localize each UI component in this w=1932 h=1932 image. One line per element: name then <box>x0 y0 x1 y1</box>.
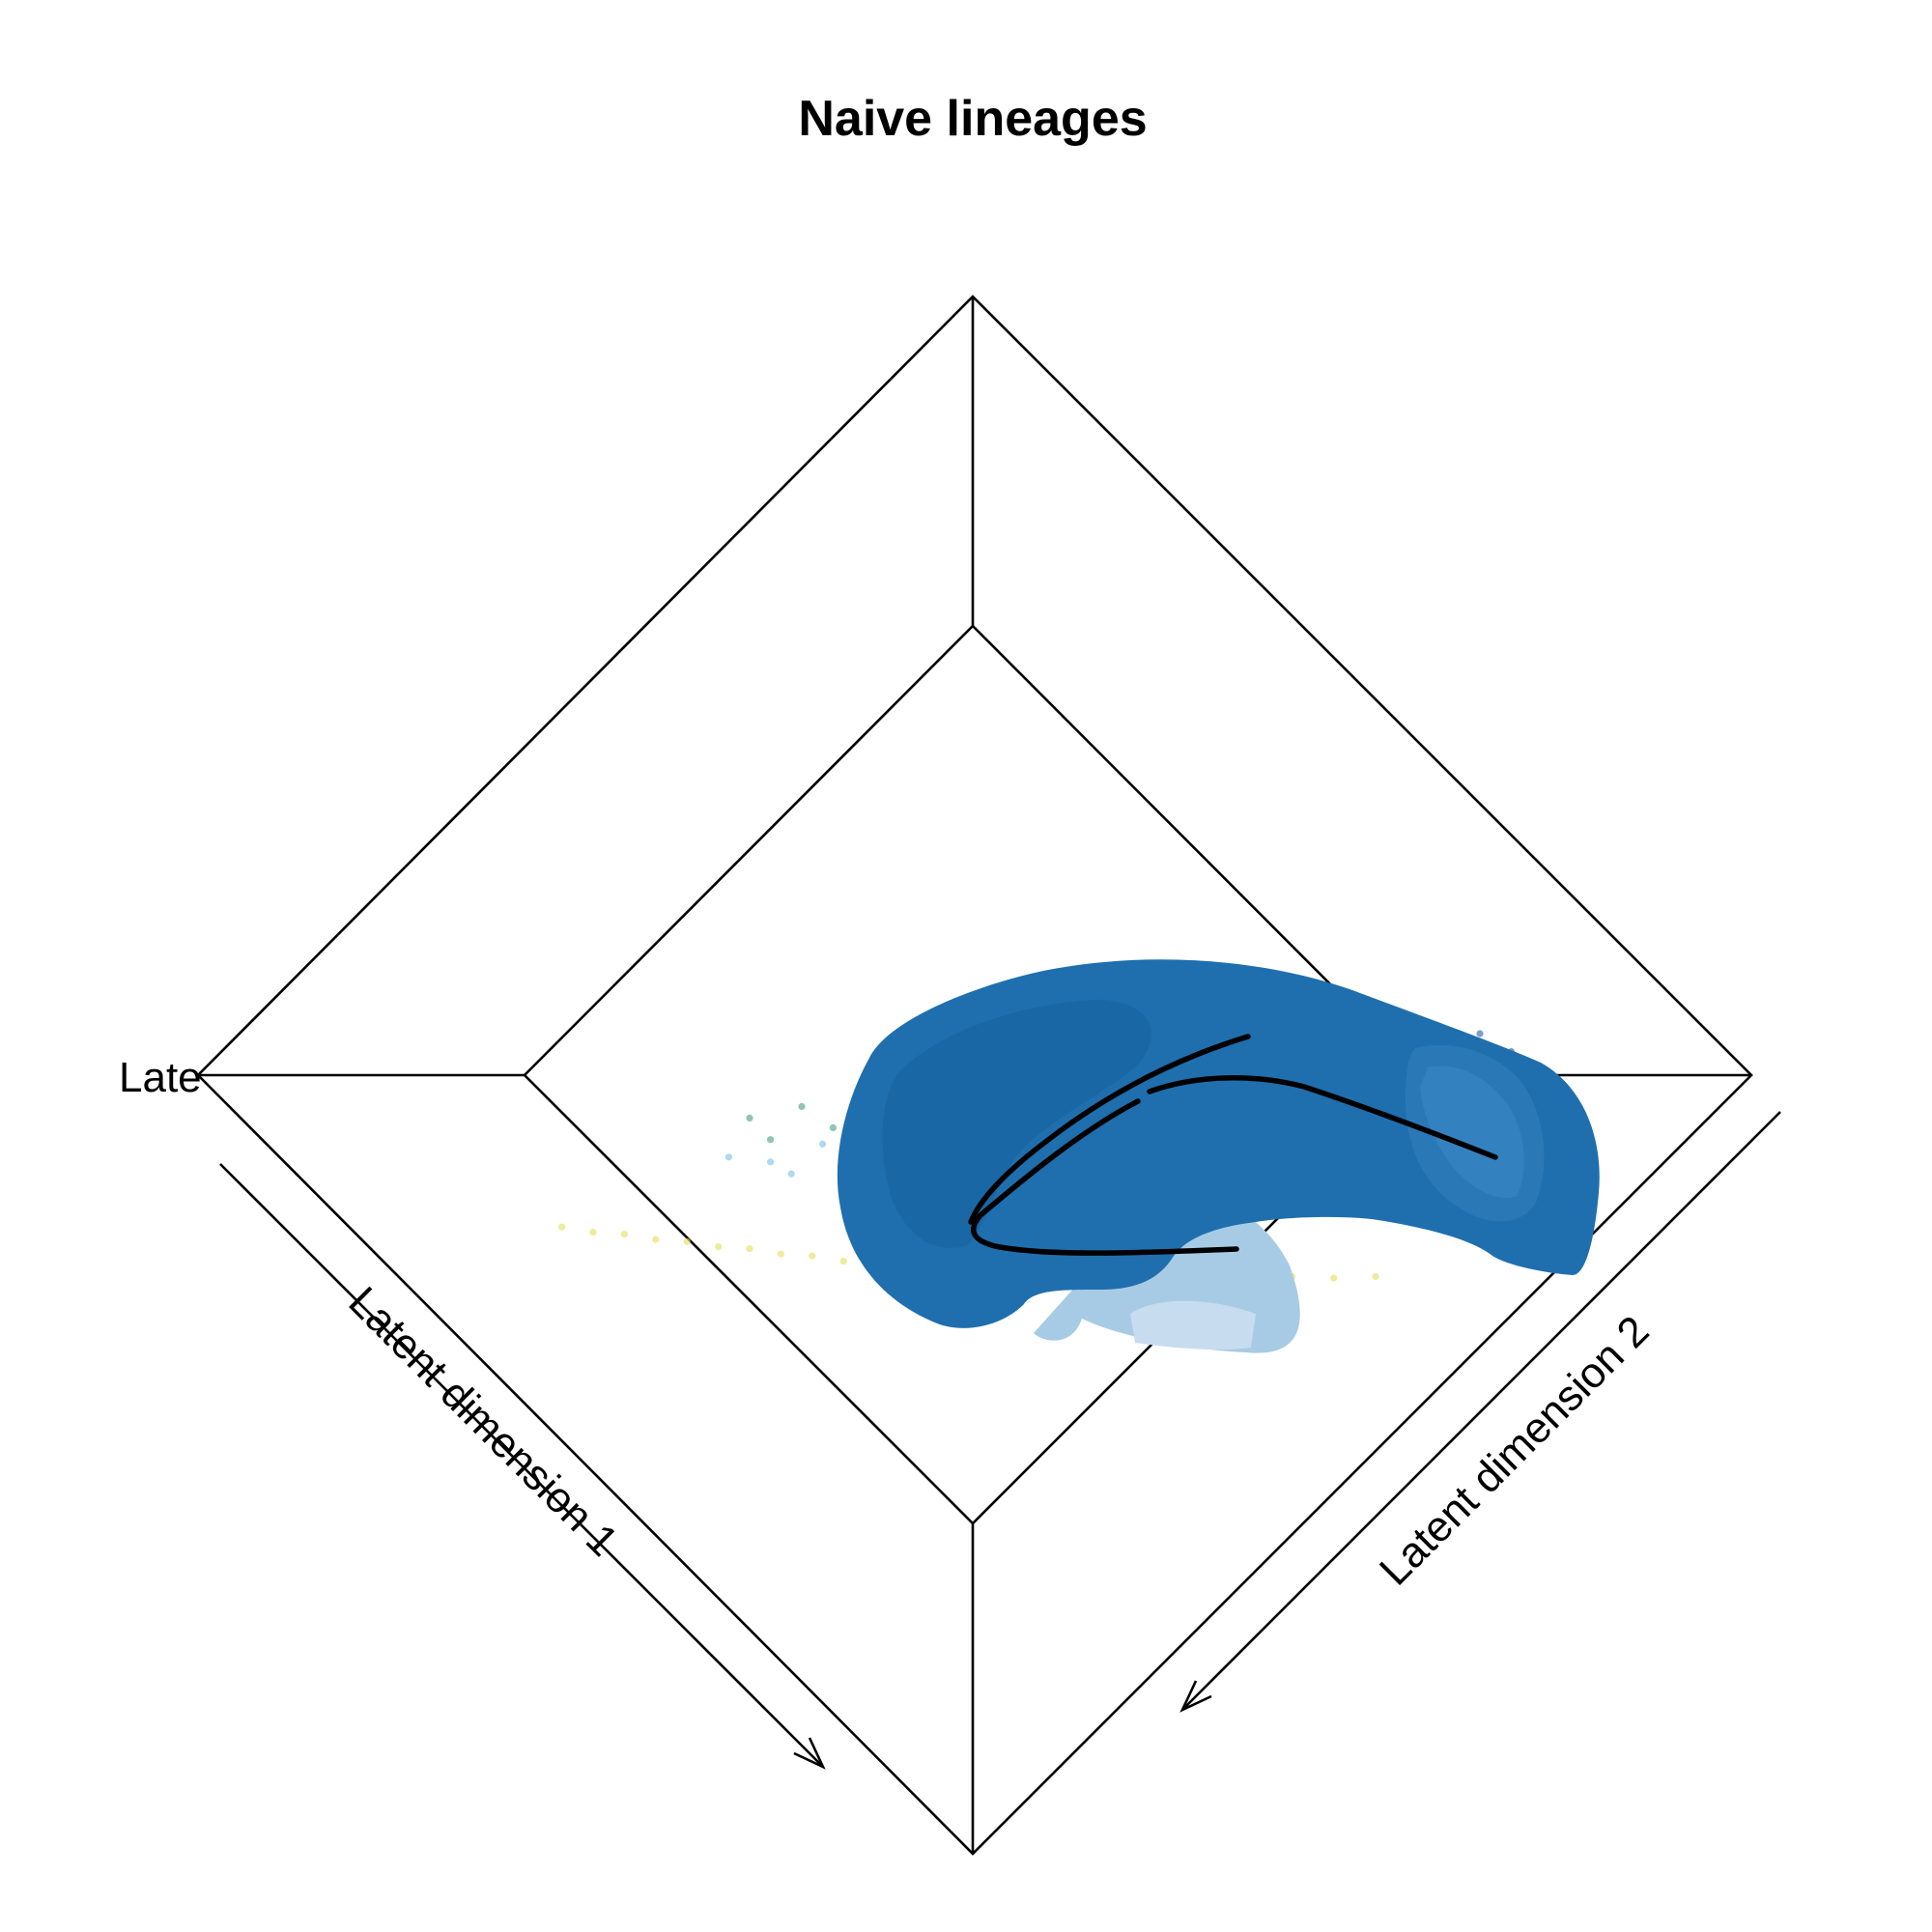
scatter-point <box>746 1114 753 1122</box>
scatter-point <box>777 1250 785 1258</box>
y-axis-arrowhead <box>1179 1680 1212 1713</box>
tube-inner-highlight <box>1130 1300 1256 1350</box>
scatter-point <box>839 1258 847 1265</box>
y-axis-label: Latent dimension 2 <box>1371 1307 1659 1595</box>
scatter-point <box>1372 1272 1379 1281</box>
y-axis-arrow-line <box>1181 1111 1781 1711</box>
scatter-point <box>746 1245 753 1253</box>
tube-end-inner <box>1420 1065 1524 1199</box>
scatter-point <box>829 1123 838 1131</box>
tube-surface <box>837 959 1600 1353</box>
scatter-point <box>683 1237 691 1245</box>
lineage-curve-1 <box>968 1034 1251 1225</box>
scatter-point <box>819 1140 827 1148</box>
scatter-point <box>724 1153 733 1161</box>
lineage-curve-2 <box>971 1098 1239 1256</box>
scatter-point <box>620 1231 629 1238</box>
lineage-curve-3 <box>1147 1075 1498 1160</box>
chart-title: Naive lineages <box>798 91 1147 147</box>
lineage-curves <box>968 1034 1498 1256</box>
x-axis-arrowhead <box>793 1737 826 1770</box>
x-axis-arrow-line <box>219 1163 824 1768</box>
box-frame <box>196 295 1753 1856</box>
scatter-point <box>1330 1274 1338 1282</box>
z-axis-label: Late <box>119 1054 202 1101</box>
scatter-point <box>589 1229 597 1236</box>
scatter-point <box>787 1170 795 1178</box>
scatter-point <box>767 1158 775 1166</box>
scatter-point <box>798 1102 806 1111</box>
x-axis-label: Latent dimension 1 <box>339 1278 627 1566</box>
scatter-point <box>715 1243 723 1251</box>
scatter-point <box>652 1236 660 1243</box>
tube-shadow <box>882 999 1151 1248</box>
scatter-point <box>558 1223 566 1231</box>
axis-arrows <box>219 1111 1781 1770</box>
scatter-point <box>767 1136 775 1144</box>
scatter-point <box>1476 1030 1484 1037</box>
scatter-point <box>809 1252 816 1260</box>
